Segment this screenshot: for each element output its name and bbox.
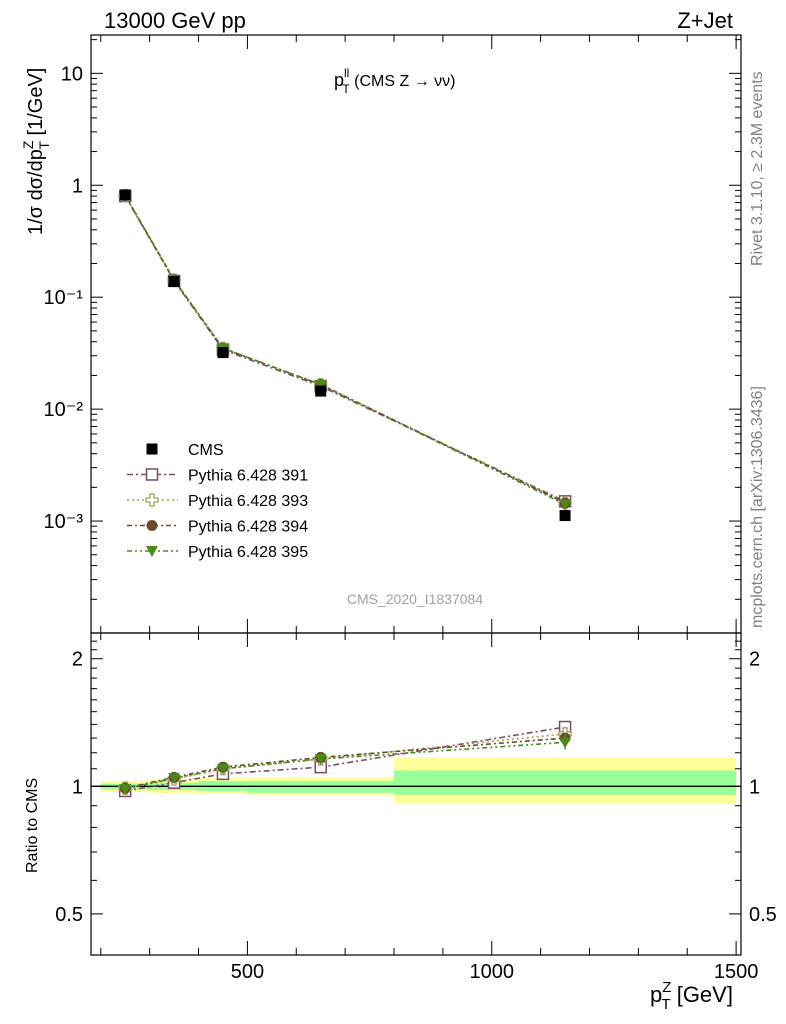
xlabel-sup: Z	[662, 979, 671, 996]
plot-title-rest: (CMS Z → νν)	[350, 73, 456, 90]
watermark: CMS_2020_I1837084	[347, 591, 483, 607]
ratio-series-point	[168, 773, 181, 785]
side-text-bottom: mcplots.cern.ch [arXiv:1306.3436]	[749, 386, 766, 628]
legend-marker	[146, 546, 158, 557]
x-tick-label: 500	[231, 961, 264, 983]
main-ylabel-a: 1/σ dσ/dp	[25, 149, 47, 235]
ratio-series-point	[119, 784, 132, 796]
plot-title: pll T (CMS Z → νν)	[334, 66, 455, 96]
ratio-y-tick-label: 2	[72, 649, 83, 671]
main-series-point	[314, 379, 327, 391]
cms-data-point	[559, 510, 571, 522]
main-series-point	[559, 499, 572, 511]
main-ylabel-sub: T	[36, 141, 52, 150]
main-ylabel: 1/σ dσ/dpZT [1/GeV]	[20, 68, 52, 235]
ratio-series-point	[314, 754, 327, 766]
plot-title-main: p	[334, 70, 344, 90]
cms-data-point	[315, 385, 327, 397]
legend-label: Pythia 6.428 393	[188, 493, 308, 510]
legend-layer: CMS Pythia 6.428 391 Pythia 6.428 393 Pythi…	[127, 442, 308, 561]
ratio-stat-band	[394, 770, 737, 795]
cms-data-point	[119, 189, 131, 201]
legend-label: Pythia 6.428 395	[188, 544, 308, 561]
ratio-y-tick-label-right: 0.5	[749, 904, 777, 926]
ratio-series-point	[216, 763, 229, 775]
ratio-frame	[90, 632, 742, 956]
legend-label: CMS	[188, 442, 224, 459]
cms-data-point	[168, 276, 180, 288]
x-tick-label: 1500	[714, 961, 759, 983]
axes-layer: 10 1 10⁻¹ 10⁻² 10⁻³ 2 2 1 1 0.5 0.5 500 1000 1500	[44, 34, 777, 983]
main-y-tick-label: 10⁻³	[44, 511, 84, 533]
ratio-y-tick-label-right: 2	[749, 649, 760, 671]
xlabel-b: [GeV]	[671, 982, 733, 1007]
xlabel: pZ T [GeV]	[650, 979, 733, 1013]
legend-marker	[146, 443, 158, 455]
legend-label: Pythia 6.428 394	[188, 519, 308, 536]
main-y-tick-label: 10	[61, 63, 83, 85]
legend-marker	[145, 468, 159, 481]
main-ylabel-b: [1/GeV]	[25, 68, 47, 141]
main-ylabel-sup: Z	[20, 140, 36, 149]
main-y-tick-label: 1	[72, 175, 83, 197]
header-left: 13000 GeV pp	[104, 8, 246, 33]
legend-label: Pythia 6.428 391	[188, 468, 308, 485]
main-y-tick-label: 10⁻²	[44, 399, 84, 421]
ratio-bands-layer	[91, 757, 741, 804]
main-y-tick-label: 10⁻¹	[44, 287, 84, 309]
xlabel-a: p	[650, 982, 662, 1007]
xlabel-sub: T	[661, 996, 670, 1013]
ratio-y-tick-label: 1	[72, 776, 83, 798]
legend-marker	[145, 493, 159, 507]
side-text-top: Rivet 3.1.10, ≥ 2.3M events	[749, 71, 766, 266]
cms-data-point	[217, 347, 229, 359]
plot-title-sup: ll	[344, 66, 349, 80]
ratio-y-tick-label-right: 1	[749, 776, 760, 798]
ratio-y-tick-label: 0.5	[55, 904, 83, 926]
header-right: Z+Jet	[677, 8, 733, 33]
legend-marker	[146, 520, 158, 531]
plot-title-sub: T	[342, 82, 350, 96]
ratio-ylabel: Ratio to CMS	[24, 778, 41, 873]
x-tick-label: 1000	[470, 961, 515, 983]
series-layer	[118, 188, 572, 798]
